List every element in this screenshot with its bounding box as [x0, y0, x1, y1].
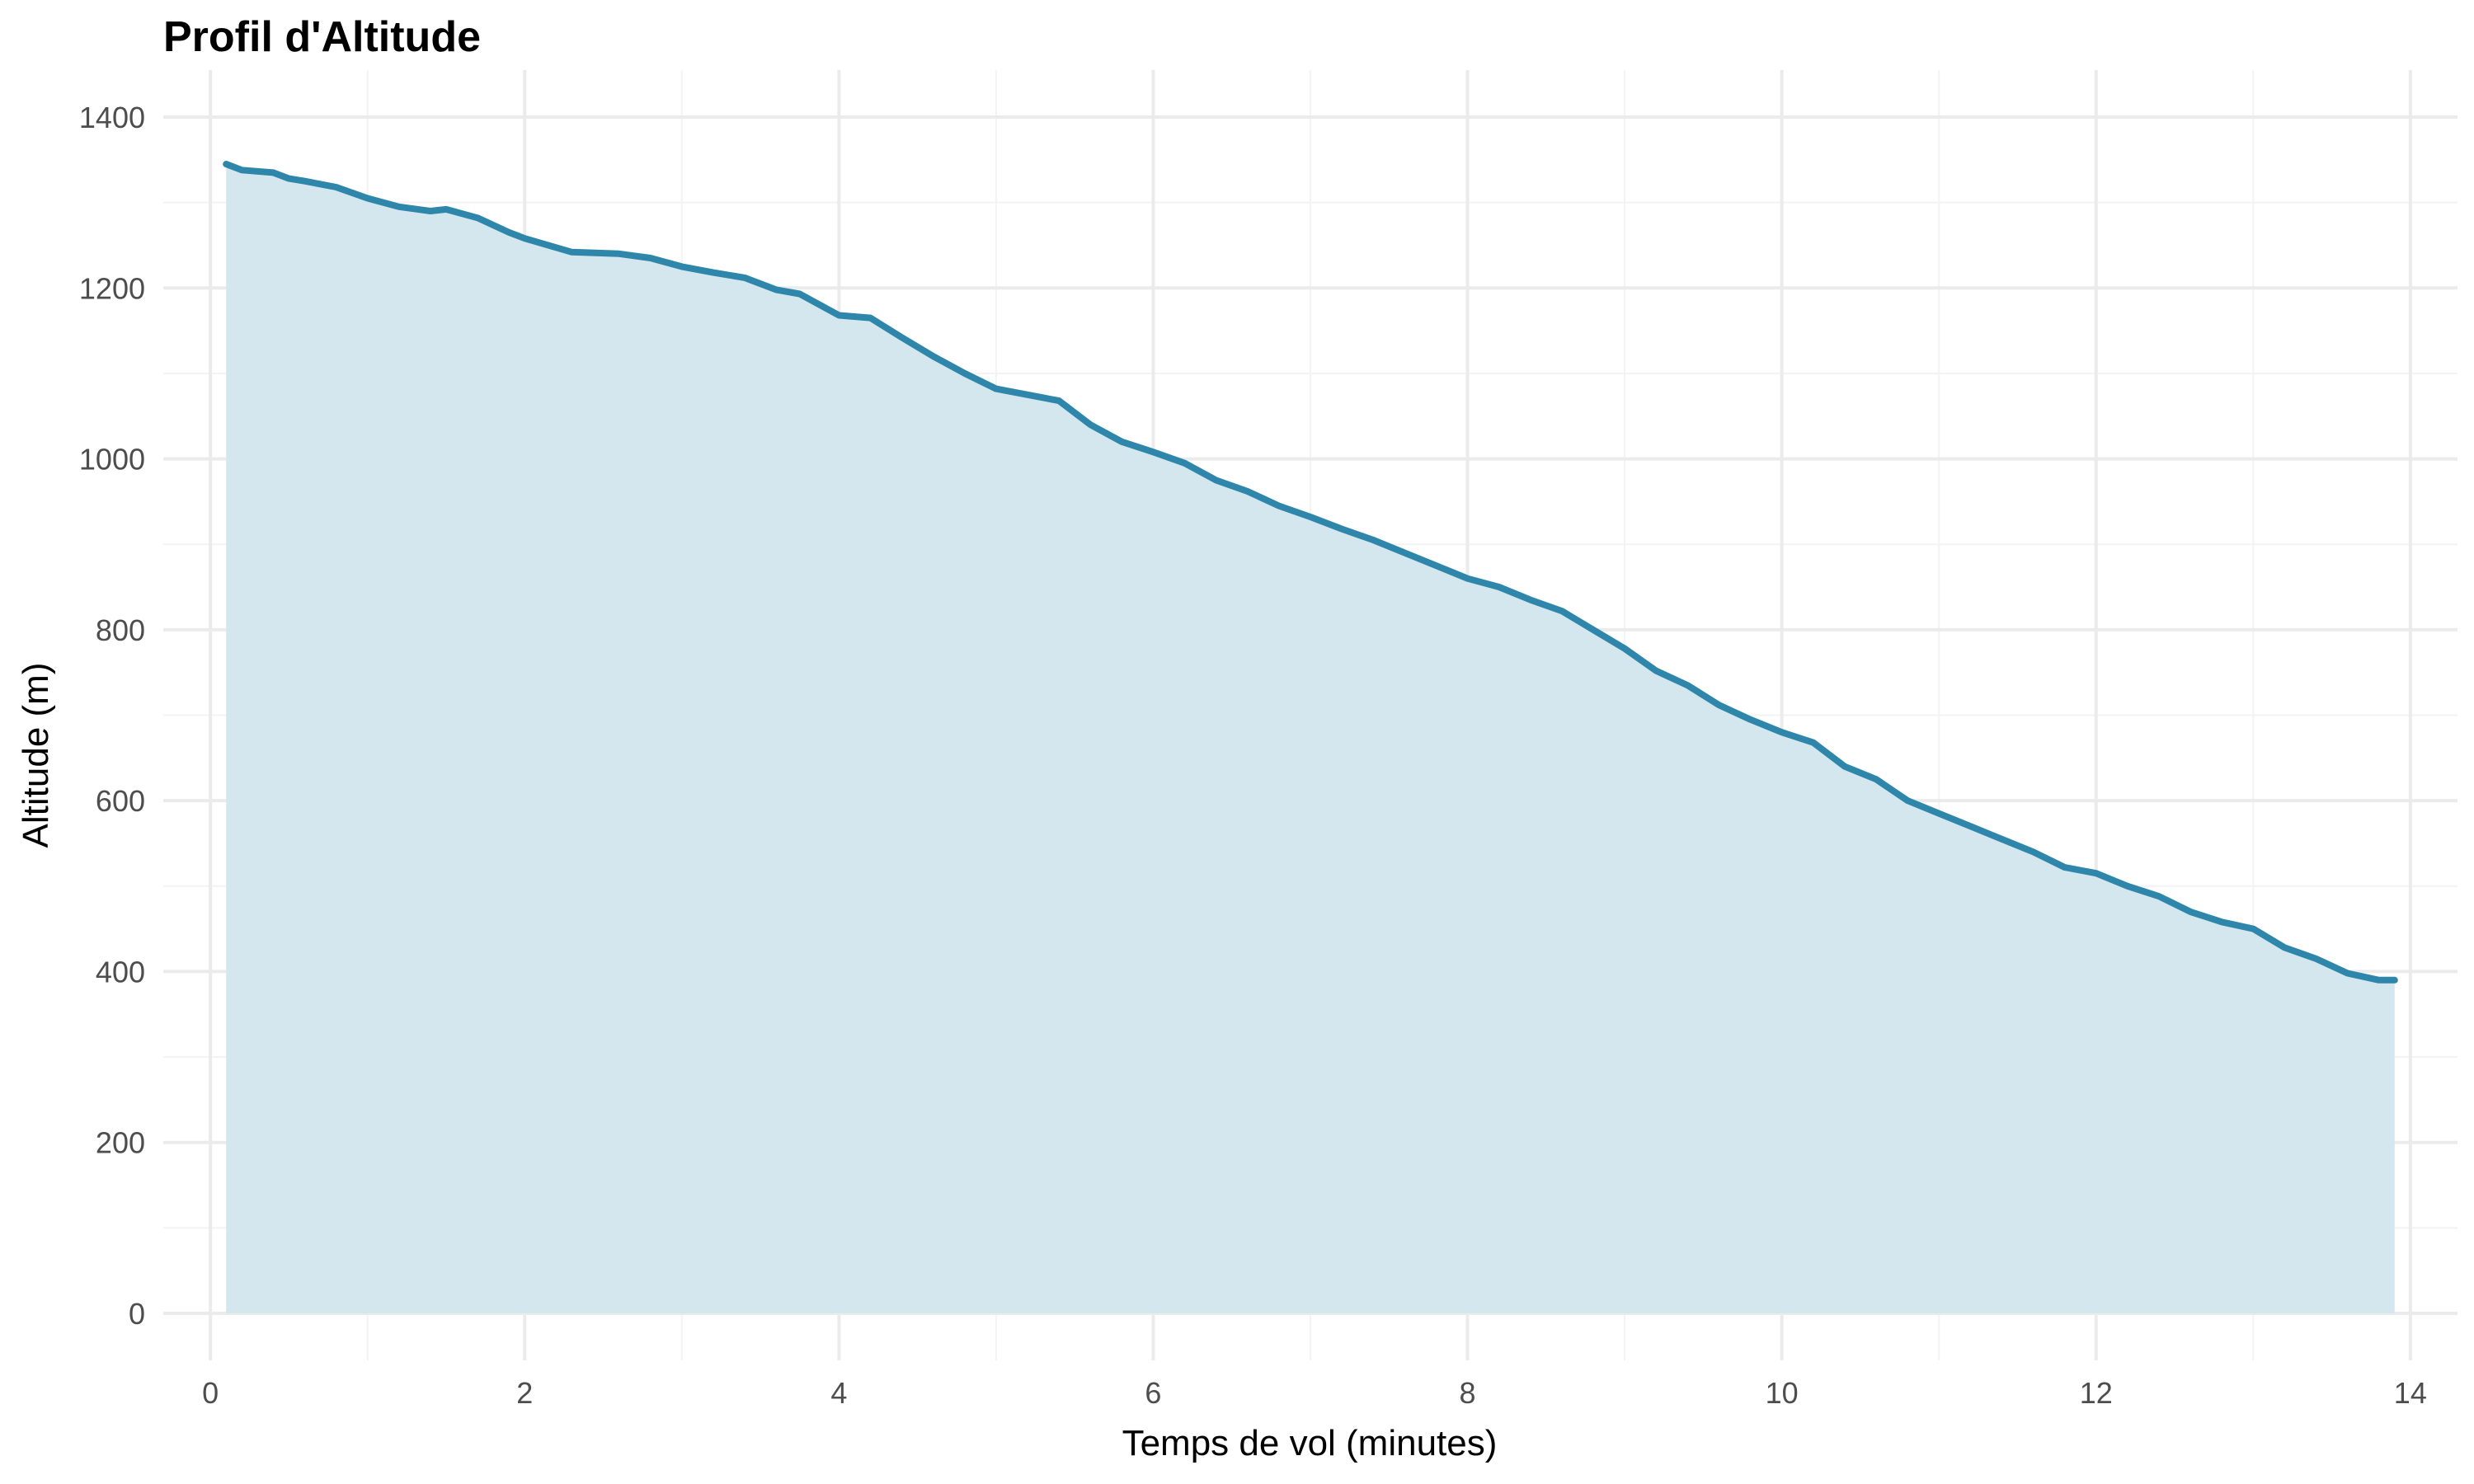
x-axis-label: Temps de vol (minutes) [1122, 1423, 1498, 1463]
y-axis-label: Altitude (m) [16, 663, 56, 848]
x-tick-label: 6 [1145, 1376, 1161, 1410]
y-axis-tick-labels: 0 200 400 600 800 1000 1200 1400 [79, 101, 145, 1331]
x-tick-label: 14 [2394, 1376, 2427, 1410]
y-tick-label: 800 [96, 613, 145, 647]
y-tick-label: 600 [96, 784, 145, 818]
chart-title: Profil d'Altitude [163, 13, 481, 61]
y-tick-label: 1200 [79, 271, 145, 305]
y-tick-label: 1000 [79, 443, 145, 477]
x-tick-label: 0 [202, 1376, 219, 1410]
x-tick-label: 12 [2080, 1376, 2113, 1410]
y-tick-label: 200 [96, 1126, 145, 1160]
y-tick-label: 400 [96, 955, 145, 989]
x-tick-label: 10 [1766, 1376, 1799, 1410]
x-axis-tick-labels: 0 2 4 6 8 10 12 14 [202, 1376, 2427, 1410]
x-tick-label: 2 [516, 1376, 533, 1410]
y-tick-label: 0 [129, 1297, 145, 1331]
x-tick-label: 8 [1460, 1376, 1476, 1410]
y-tick-label: 1400 [79, 101, 145, 134]
altitude-area-fill [226, 164, 2395, 1313]
altitude-line [223, 161, 2398, 984]
x-tick-label: 4 [830, 1376, 847, 1410]
